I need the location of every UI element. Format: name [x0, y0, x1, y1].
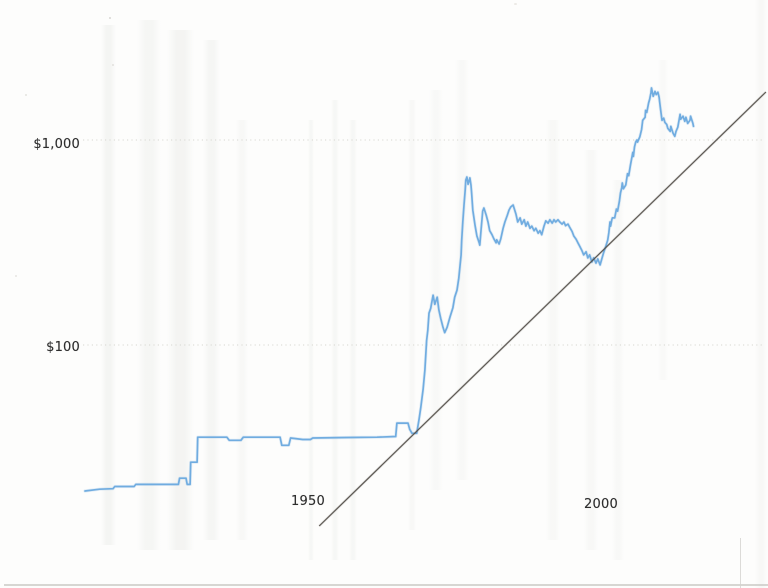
trend-line [318, 91, 767, 527]
price-line [84, 87, 695, 492]
y-tick-label-1000: $1,000 [33, 137, 80, 152]
scan-vertical-line [740, 538, 741, 588]
x-tick-label-2000: 2000 [584, 497, 618, 512]
scan-edge-line [4, 584, 768, 586]
price-line-halo [83, 86, 696, 493]
x-tick-label-1950: 1950 [291, 494, 325, 509]
y-tick-label-100: $100 [46, 340, 80, 355]
